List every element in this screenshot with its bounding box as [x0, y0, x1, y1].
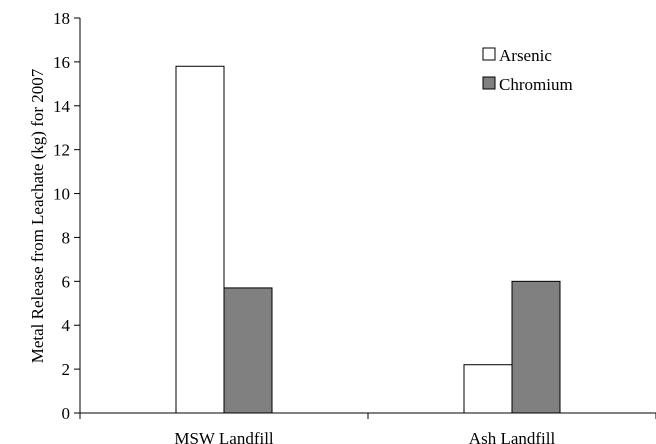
legend-swatch-arsenic — [482, 47, 496, 61]
y-tick-label: 4 — [62, 316, 71, 335]
bar-arsenic-ash-landfill — [463, 364, 513, 414]
legend-label-arsenic: Arsenic — [499, 46, 552, 65]
y-tick-label: 8 — [62, 228, 71, 247]
y-tick-label: 10 — [53, 185, 70, 204]
bar-chromium-msw-landfill — [223, 287, 273, 414]
x-tick-label: MSW Landfill — [174, 429, 274, 444]
plot-area: 0 2 4 6 8 10 12 14 16 18 MSW Landfill Ash Landfill A… — [53, 9, 656, 444]
legend-swatch-chromium — [482, 76, 496, 90]
bar-chromium-ash-landfill — [511, 280, 561, 414]
y-tick-label: 2 — [62, 360, 71, 379]
x-tick-label: Ash Landfill — [469, 429, 556, 444]
y-axis-title: Metal Release from Leachate (kg) for 200… — [28, 68, 47, 363]
y-tick-label: 6 — [62, 272, 71, 291]
y-tick-label: 12 — [53, 141, 70, 160]
bar-arsenic-msw-landfill — [175, 65, 225, 414]
legend-label-chromium: Chromium — [499, 75, 573, 94]
y-tick-label: 14 — [53, 97, 71, 116]
y-tick-label: 0 — [62, 404, 71, 423]
y-tick-label: 18 — [53, 9, 70, 28]
y-tick-label: 16 — [53, 53, 70, 72]
